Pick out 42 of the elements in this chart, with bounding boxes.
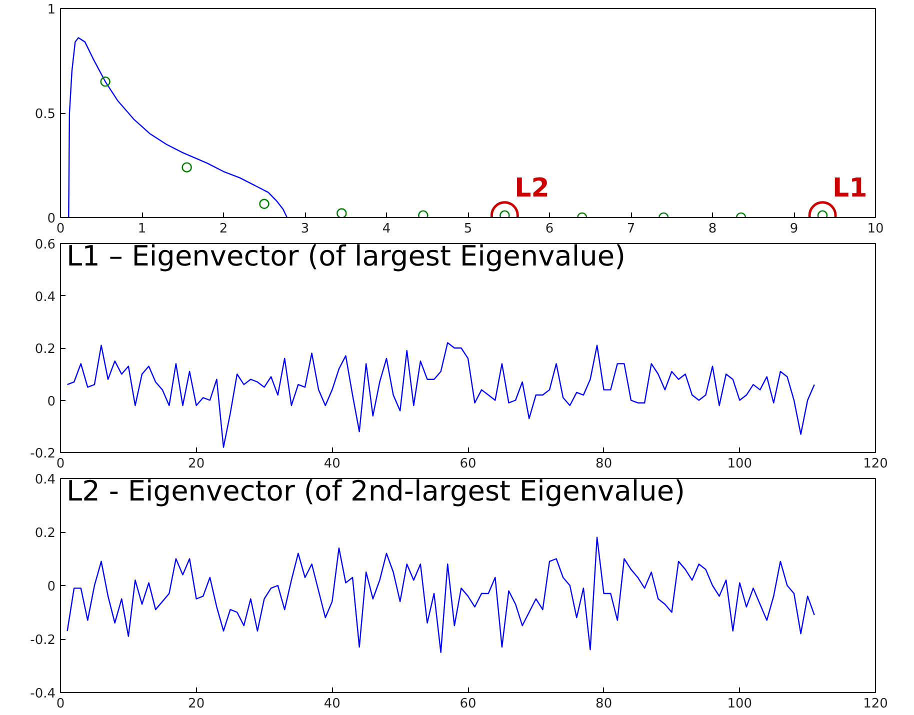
y-tick-label: -0.2: [30, 633, 56, 648]
y-tick-label: -0.2: [30, 446, 56, 462]
x-tick-label: 100: [727, 456, 752, 472]
y-tick-label: 1: [47, 2, 56, 18]
x-tick-label: 1: [138, 222, 146, 236]
x-tick-label: 5: [464, 222, 472, 236]
x-tick-label: 8: [708, 222, 717, 236]
x-tick-label: 10: [867, 222, 884, 236]
x-tick-label: 2: [219, 222, 228, 236]
x-tick-label: 120: [863, 456, 888, 472]
annotation: L1: [832, 173, 868, 204]
chart-title: L1 – Eigenvector (of largest Eigenvalue): [66, 240, 626, 272]
x-tick-label: 80: [596, 456, 612, 472]
annotation: L2: [514, 173, 550, 204]
x-tick-label: 80: [596, 696, 612, 712]
x-tick-label: 20: [188, 456, 205, 472]
x-tick-label: 9: [790, 222, 798, 236]
x-tick-label: 40: [324, 456, 340, 472]
y-tick-label: 0.6: [34, 238, 56, 252]
x-tick-label: 20: [188, 696, 205, 712]
y-tick-label: 0.5: [34, 107, 56, 122]
line-series: [68, 37, 288, 218]
y-tick-label: 0.2: [34, 526, 56, 541]
y-tick-label: 0: [47, 212, 56, 226]
y-tick-label: 0.4: [34, 290, 56, 305]
x-tick-label: 60: [460, 456, 476, 472]
line-series: [66, 536, 815, 653]
x-tick-label: 3: [300, 222, 310, 236]
x-tick-label: 7: [626, 222, 636, 236]
x-tick-label: 4: [382, 222, 391, 236]
x-tick-label: 6: [545, 222, 554, 236]
chart-title: L2 - Eigenvector (of 2nd-largest Eigenvalue): [66, 474, 686, 508]
y-tick-label: 0.2: [34, 342, 56, 357]
y-tick-label: 0: [47, 580, 56, 594]
y-tick-label: 0.4: [34, 472, 56, 488]
x-tick-label: 60: [460, 696, 476, 712]
line-series: [66, 342, 815, 448]
x-tick-label: 100: [727, 696, 752, 712]
x-tick-label: 120: [863, 696, 888, 712]
y-tick-label: -0.4: [30, 686, 56, 702]
x-tick-label: 40: [324, 696, 340, 712]
y-tick-label: 0: [47, 394, 56, 410]
